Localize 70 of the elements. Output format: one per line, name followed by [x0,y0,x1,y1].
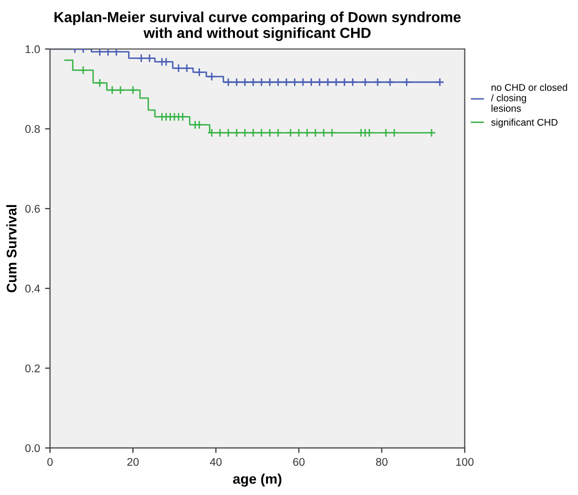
point [248,78,258,87]
point [128,86,138,95]
y-tick-label: 0.4 [25,284,40,293]
point [207,72,216,82]
point [224,78,233,87]
point [232,128,242,138]
point [174,64,184,73]
point [207,128,216,138]
point [274,78,283,87]
y-tick-label: 0.6 [25,204,40,213]
point [182,64,192,73]
point [310,128,320,138]
point [360,78,370,87]
x-axis-title: age (m) [233,474,282,487]
x-tick-label: 40 [210,458,222,466]
x-tick-label: 80 [376,458,388,466]
point [435,78,444,87]
point [194,68,204,77]
point [257,78,266,87]
y-tick-label: 0.0 [25,444,40,452]
point [315,78,324,87]
y-tick-label: 1.0 [26,45,40,54]
point [427,128,436,138]
x-tick-label: 60 [293,458,305,466]
point [328,128,336,138]
point [386,78,395,87]
point [95,49,104,56]
point [302,128,312,138]
point [116,86,125,95]
chart-title: Kaplan-Meier survival curve comparing of Down syndrome with and without significant CHD [54,12,461,41]
point [78,66,88,75]
point [306,78,316,87]
point [216,128,225,138]
point [348,78,358,87]
point [294,128,304,138]
point [274,128,283,138]
point [340,78,349,87]
point [232,78,242,87]
point [136,54,146,63]
point [257,128,266,138]
point [265,78,274,87]
point [323,78,332,87]
point [332,78,341,87]
point [381,128,390,138]
point [112,49,121,56]
point [290,78,300,87]
y-tick-label: 0.8 [25,125,40,133]
x-tick-label: 20 [127,458,139,466]
legend-label: significant CHD [491,118,558,128]
point [319,128,328,138]
x-tick-label: 100 [456,458,474,466]
point [373,78,382,87]
y-tick-label: 0.2 [25,364,40,372]
point [265,128,274,138]
point [95,78,104,88]
point [108,86,117,95]
point [240,128,250,138]
point [390,128,399,138]
point [145,54,154,63]
point [298,78,308,87]
point [240,78,250,87]
point [286,128,296,138]
point [282,78,291,87]
y-axis-title: Cum Survival [6,205,17,292]
point [104,49,113,56]
legend-label: no CHD or closed / closing lesions [490,84,568,112]
x-tick-label: 0 [47,458,53,466]
point [248,128,258,138]
point [224,128,233,138]
point [402,78,412,87]
